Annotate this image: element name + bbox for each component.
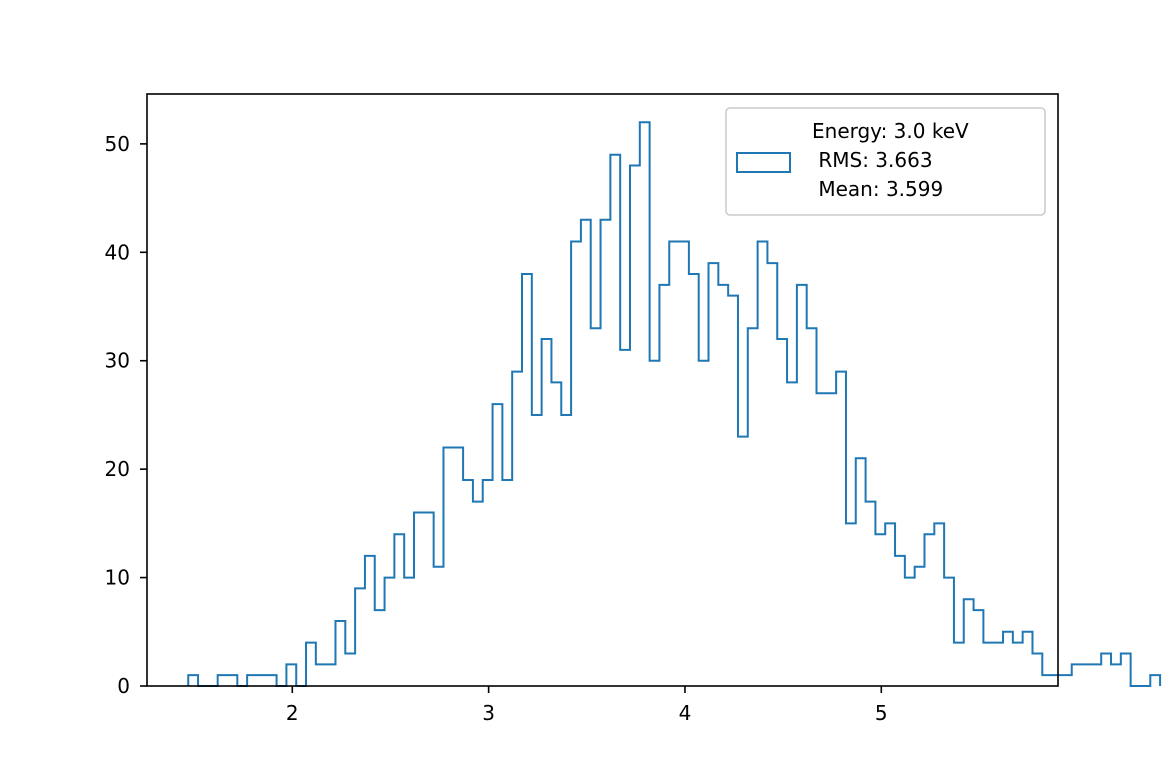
y-tick-label: 50 — [105, 132, 130, 156]
legend-line-energy: Energy: 3.0 keV — [812, 119, 969, 143]
x-axis: 2 3 4 5 — [286, 686, 888, 725]
y-tick-label: 0 — [117, 674, 130, 698]
x-tick-label: 5 — [875, 701, 888, 725]
x-tick-label: 3 — [482, 701, 495, 725]
y-tick-label: 40 — [105, 240, 130, 264]
legend-line-mean: Mean: 3.599 — [812, 177, 943, 201]
y-tick-label: 10 — [105, 566, 130, 590]
legend-box — [725, 107, 1046, 216]
plot-frame — [146, 93, 1059, 687]
histogram-step-outline — [187, 121, 1162, 687]
x-tick-label: 4 — [679, 701, 692, 725]
x-tick-label: 2 — [286, 701, 299, 725]
y-tick-label: 20 — [105, 457, 130, 481]
legend-line-rms: RMS: 3.663 — [812, 148, 933, 172]
legend-swatch — [736, 152, 791, 173]
y-axis: 0 10 20 30 40 50 — [105, 132, 147, 698]
plot-area — [187, 121, 1162, 687]
y-tick-label: 30 — [105, 349, 130, 373]
legend: Energy: 3.0 keV RMS: 3.663 Mean: 3.599 — [725, 107, 1046, 216]
